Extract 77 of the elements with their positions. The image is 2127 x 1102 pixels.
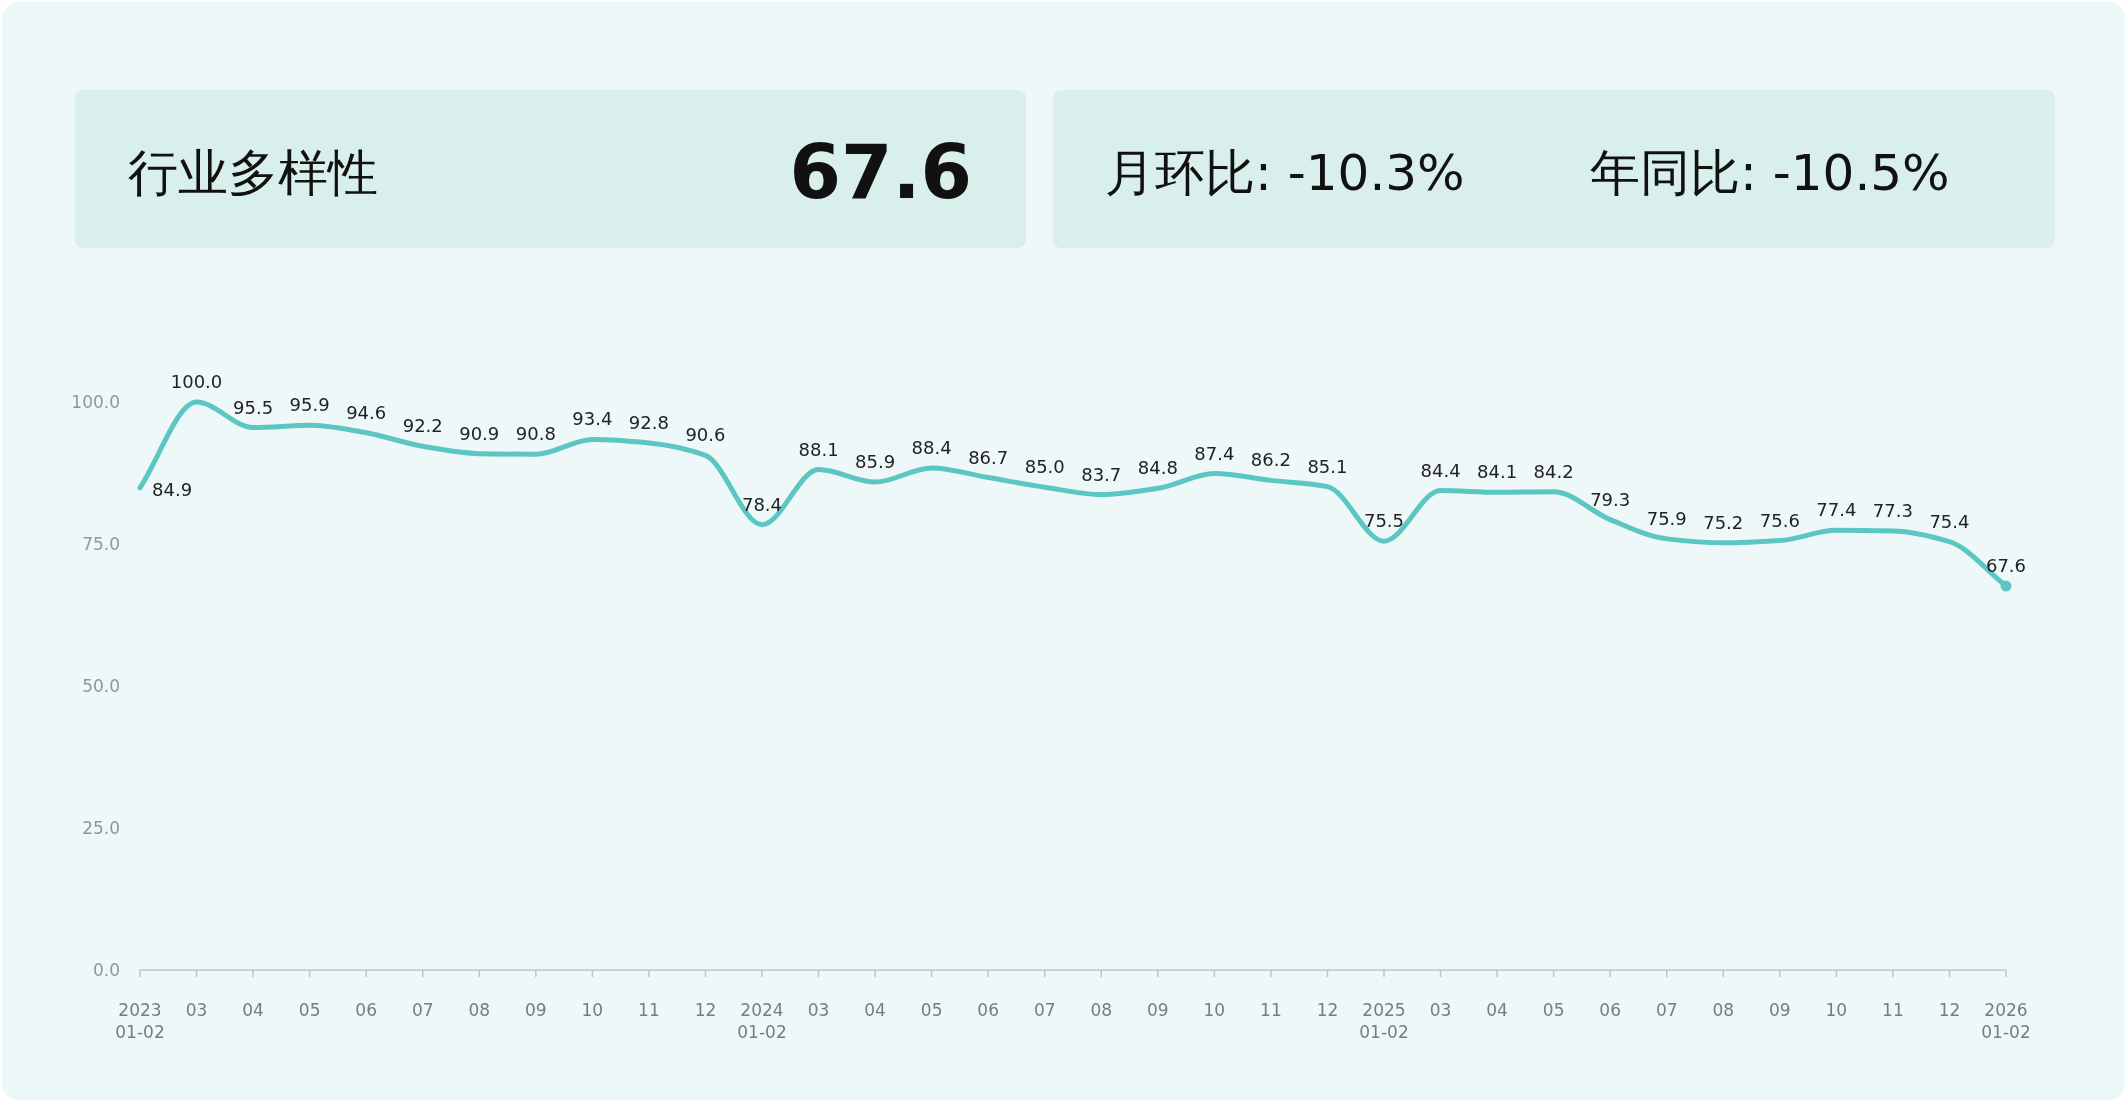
data-label: 85.9 [855, 451, 896, 473]
x-tick-label: 10 [581, 1000, 604, 1020]
data-label: 77.4 [1816, 499, 1857, 521]
y-tick-label: 50.0 [82, 676, 120, 696]
y-tick-label: 0.0 [92, 960, 120, 980]
x-tick-label: 06 [355, 1000, 377, 1020]
data-label: 75.9 [1646, 507, 1687, 529]
x-tick-label: 2026 01-02 [1981, 1000, 2031, 1042]
x-tick-label: 2025 01-02 [1359, 1000, 1409, 1042]
data-label: 75.6 [1759, 509, 1800, 531]
x-tick-label: 11 [1260, 1000, 1282, 1020]
data-label: 95.9 [289, 394, 330, 416]
data-label: 92.2 [402, 415, 443, 437]
data-label: 88.4 [911, 436, 952, 458]
text: 67.6 [789, 129, 972, 215]
data-label: 87.4 [1194, 442, 1235, 464]
x-tick-label: 11 [1882, 1000, 1904, 1020]
x-tick-label: 05 [1542, 1000, 1565, 1020]
x-tick-label: 10 [1203, 1000, 1226, 1020]
data-label: 75.4 [1929, 510, 1970, 532]
x-tick-label: 04 [864, 1000, 886, 1020]
data-label: 75.2 [1703, 511, 1744, 533]
y-tick-label: 100.0 [71, 392, 120, 412]
x-tick-label: 04 [1486, 1000, 1508, 1020]
data-label: 84.8 [1137, 457, 1178, 479]
data-label: 88.1 [798, 438, 839, 460]
data-label: 79.3 [1590, 488, 1631, 510]
x-tick-label: 03 [185, 1000, 208, 1020]
x-tick-label: 2024 01-02 [737, 1000, 787, 1042]
x-tick-label: 07 [411, 1000, 434, 1020]
data-label: 84.2 [1533, 460, 1574, 482]
x-tick-label: 09 [525, 1000, 547, 1020]
x-tick-label: 2023 01-02 [115, 1000, 165, 1042]
x-tick-label: 09 [1769, 1000, 1791, 1020]
data-label: 94.6 [346, 401, 387, 423]
data-label: 85.0 [1024, 456, 1065, 478]
x-tick-label: 08 [1090, 1000, 1113, 1020]
data-label: 84.4 [1420, 459, 1461, 481]
x-tick-label: 05 [298, 1000, 321, 1020]
data-label: 77.3 [1872, 499, 1913, 521]
y-tick-label: 75.0 [82, 534, 120, 554]
data-label: 100.0 [170, 371, 223, 392]
x-tick-label: 07 [1655, 1000, 1678, 1020]
x-tick-label: 03 [807, 1000, 830, 1020]
text: 月环比: -10.3% [1105, 144, 1465, 202]
x-tick-label: 08 [1712, 1000, 1735, 1020]
data-label: 84.1 [1477, 461, 1518, 483]
x-tick-label: 09 [1147, 1000, 1169, 1020]
y-tick-label: 25.0 [82, 818, 120, 838]
data-label: 84.9 [152, 478, 193, 500]
data-label: 67.6 [1985, 555, 2027, 577]
data-label: 90.9 [459, 422, 500, 444]
data-label: 83.7 [1081, 463, 1122, 485]
data-label: 93.4 [572, 408, 613, 430]
x-tick-label: 11 [638, 1000, 660, 1020]
data-label: 86.2 [1250, 449, 1291, 471]
data-label: 95.5 [233, 396, 274, 418]
data-label: 90.6 [685, 424, 726, 446]
data-label: 78.4 [741, 493, 783, 515]
x-tick-label: 07 [1033, 1000, 1056, 1020]
x-tick-label: 05 [920, 1000, 943, 1020]
x-tick-label: 12 [694, 1000, 717, 1020]
x-tick-label: 06 [977, 1000, 999, 1020]
data-label: 92.8 [628, 411, 669, 433]
x-tick-label: 04 [242, 1000, 264, 1020]
data-label: 90.8 [515, 423, 556, 445]
x-tick-label: 06 [1599, 1000, 1621, 1020]
data-label: 85.1 [1307, 455, 1348, 477]
text: 年同比: -10.5% [1590, 144, 1950, 202]
chart-title: 行业多样性 [128, 144, 378, 202]
x-tick-label: 03 [1429, 1000, 1452, 1020]
x-tick-label: 08 [468, 1000, 491, 1020]
x-tick-label: 12 [1938, 1000, 1961, 1020]
data-label: 75.5 [1363, 510, 1405, 532]
data-label: 86.7 [968, 446, 1009, 468]
x-tick-label: 12 [1316, 1000, 1339, 1020]
x-tick-label: 10 [1825, 1000, 1848, 1020]
